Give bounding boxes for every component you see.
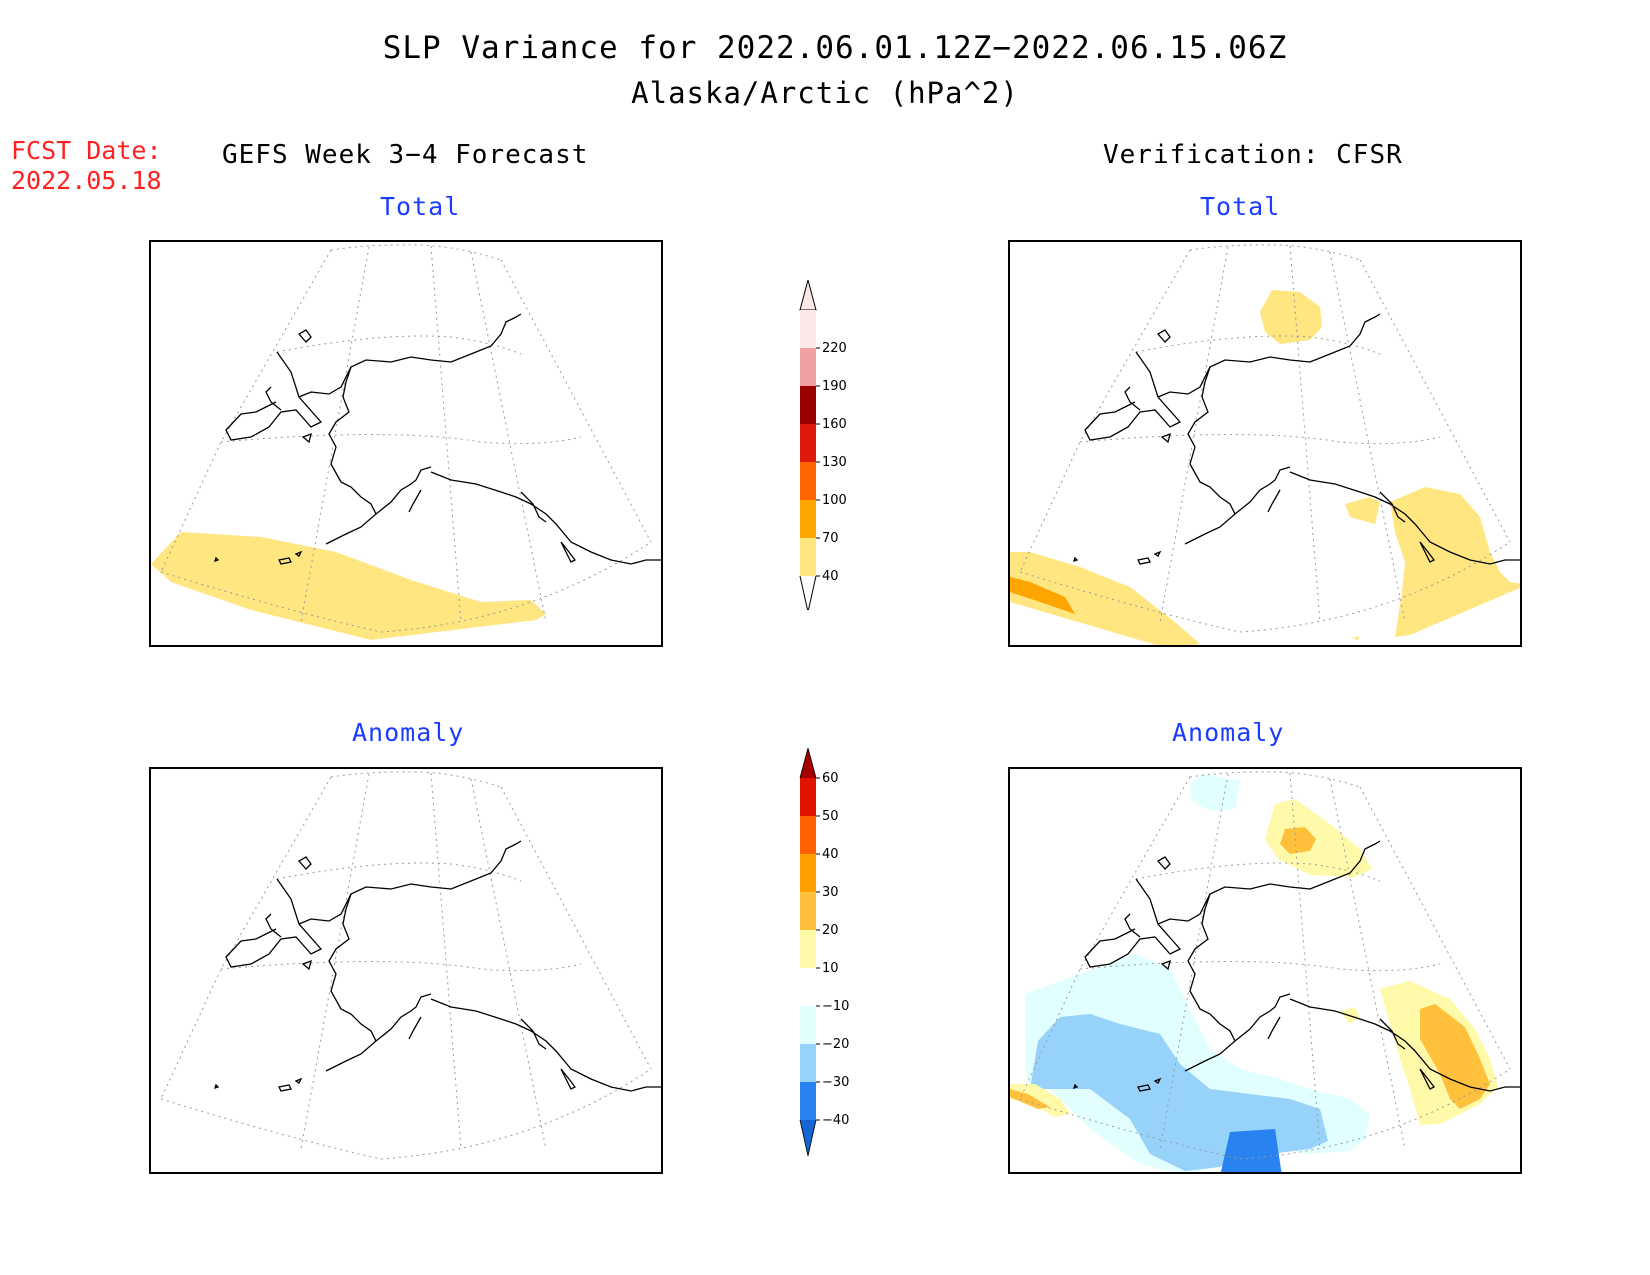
colorbar-tick-label: 220 [822,341,847,356]
colorbar-bottom-arrow [800,1120,816,1156]
variance-shading-40-70-north [1260,290,1322,344]
colorbar-box [800,1006,816,1044]
anomaly-shading-orange-north [1280,827,1316,854]
colorbar-anomaly: −40 −30 −20 −10 10 20 30 40 50 60 [799,748,849,1157]
colorbar-box [800,1082,816,1120]
colorbar-tick-label: 130 [822,455,847,470]
forecast-anomaly-label: Anomaly [352,718,465,747]
forecast-total-map [149,240,663,647]
coastline [1072,840,1520,1092]
colorbar-tick-label: 30 [822,885,839,900]
forecast-total-label: Total [380,192,461,221]
variance-shading-40-70 [151,532,546,640]
coastline [1072,313,1520,565]
anomaly-shading-orange-west [1010,1089,1050,1109]
variance-shading-40-70-west [1010,552,1200,645]
colorbar-tick-label: 40 [822,847,839,862]
colorbar-box [800,816,816,854]
colorbar-box [800,892,816,930]
colorbar-outline [799,748,817,1157]
colorbar-box [800,854,816,892]
coastline [213,840,661,1092]
colorbar-tick-label: 100 [822,493,847,508]
colorbar-box [800,778,816,816]
colorbar-tick-label: 10 [822,961,839,976]
colorbar-tick-label: 40 [822,569,839,584]
forecast-anomaly-map [149,767,663,1174]
colorbar-total: 40 70 100 130 160 190 220 [799,280,847,610]
colorbar-box [800,968,816,1006]
anomaly-shading-orange-east [1420,1004,1490,1109]
variance-shading-70-100-west [1010,577,1075,614]
colorbar-tick-label: 190 [822,379,847,394]
graticule [1019,771,1511,1160]
colorbar-top-arrow [800,748,816,778]
colorbar-tick-label: 20 [822,923,839,938]
anomaly-shading-dark-blue [1220,1129,1282,1172]
variance-shading-40-70-east [1390,487,1520,637]
coastline [213,313,661,565]
anomaly-shading-pale-yellow-west [1010,1084,1070,1117]
graticule [160,244,652,633]
fcst-date-label: FCST Date: [11,136,162,165]
colorbar-tick-label: 60 [822,771,839,786]
colorbar-box [800,538,816,576]
colorbar-box [800,310,816,348]
graticule [1019,244,1511,633]
colorbar-tick-label: −40 [822,1113,849,1128]
anomaly-shading-light-blue-north [1190,774,1240,811]
verification-total-map [1008,240,1522,647]
colorbar-box [800,424,816,462]
colorbar-tick-label: −20 [822,1037,849,1052]
verification-anomaly-label: Anomaly [1172,718,1285,747]
verification-total-label: Total [1200,192,1281,221]
fcst-date-value: 2022.05.18 [11,166,162,195]
colorbar-tick-label: 160 [822,417,847,432]
verification-column-heading: Verification: CFSR [1103,140,1403,170]
forecast-column-heading: GEFS Week 3−4 Forecast [222,140,589,170]
colorbar-tick-label: 70 [822,531,839,546]
colorbar-box [800,348,816,386]
variance-shading-40-70-coast [1345,497,1380,524]
colorbar-box [800,930,816,968]
colorbar-box [800,386,816,424]
colorbar-box [800,1044,816,1082]
colorbar-bottom-arrow [799,575,817,610]
verification-anomaly-map [1008,767,1522,1174]
colorbar-tick-label: 50 [822,809,839,824]
colorbar-box [800,500,816,538]
figure-title: SLP Variance for 2022.06.01.12Z−2022.06.… [382,30,1288,66]
colorbar-tick-label: −30 [822,1075,849,1090]
graticule [160,771,652,1160]
variance-shading-small [1352,636,1360,640]
colorbar-box [800,462,816,500]
colorbar-tick-label: −10 [822,999,849,1014]
anomaly-shading-pale-yellow-north [1265,799,1372,877]
figure-subtitle: Alaska/Arctic (hPa^2) [631,76,1019,110]
colorbar-top-arrow [799,280,817,311]
